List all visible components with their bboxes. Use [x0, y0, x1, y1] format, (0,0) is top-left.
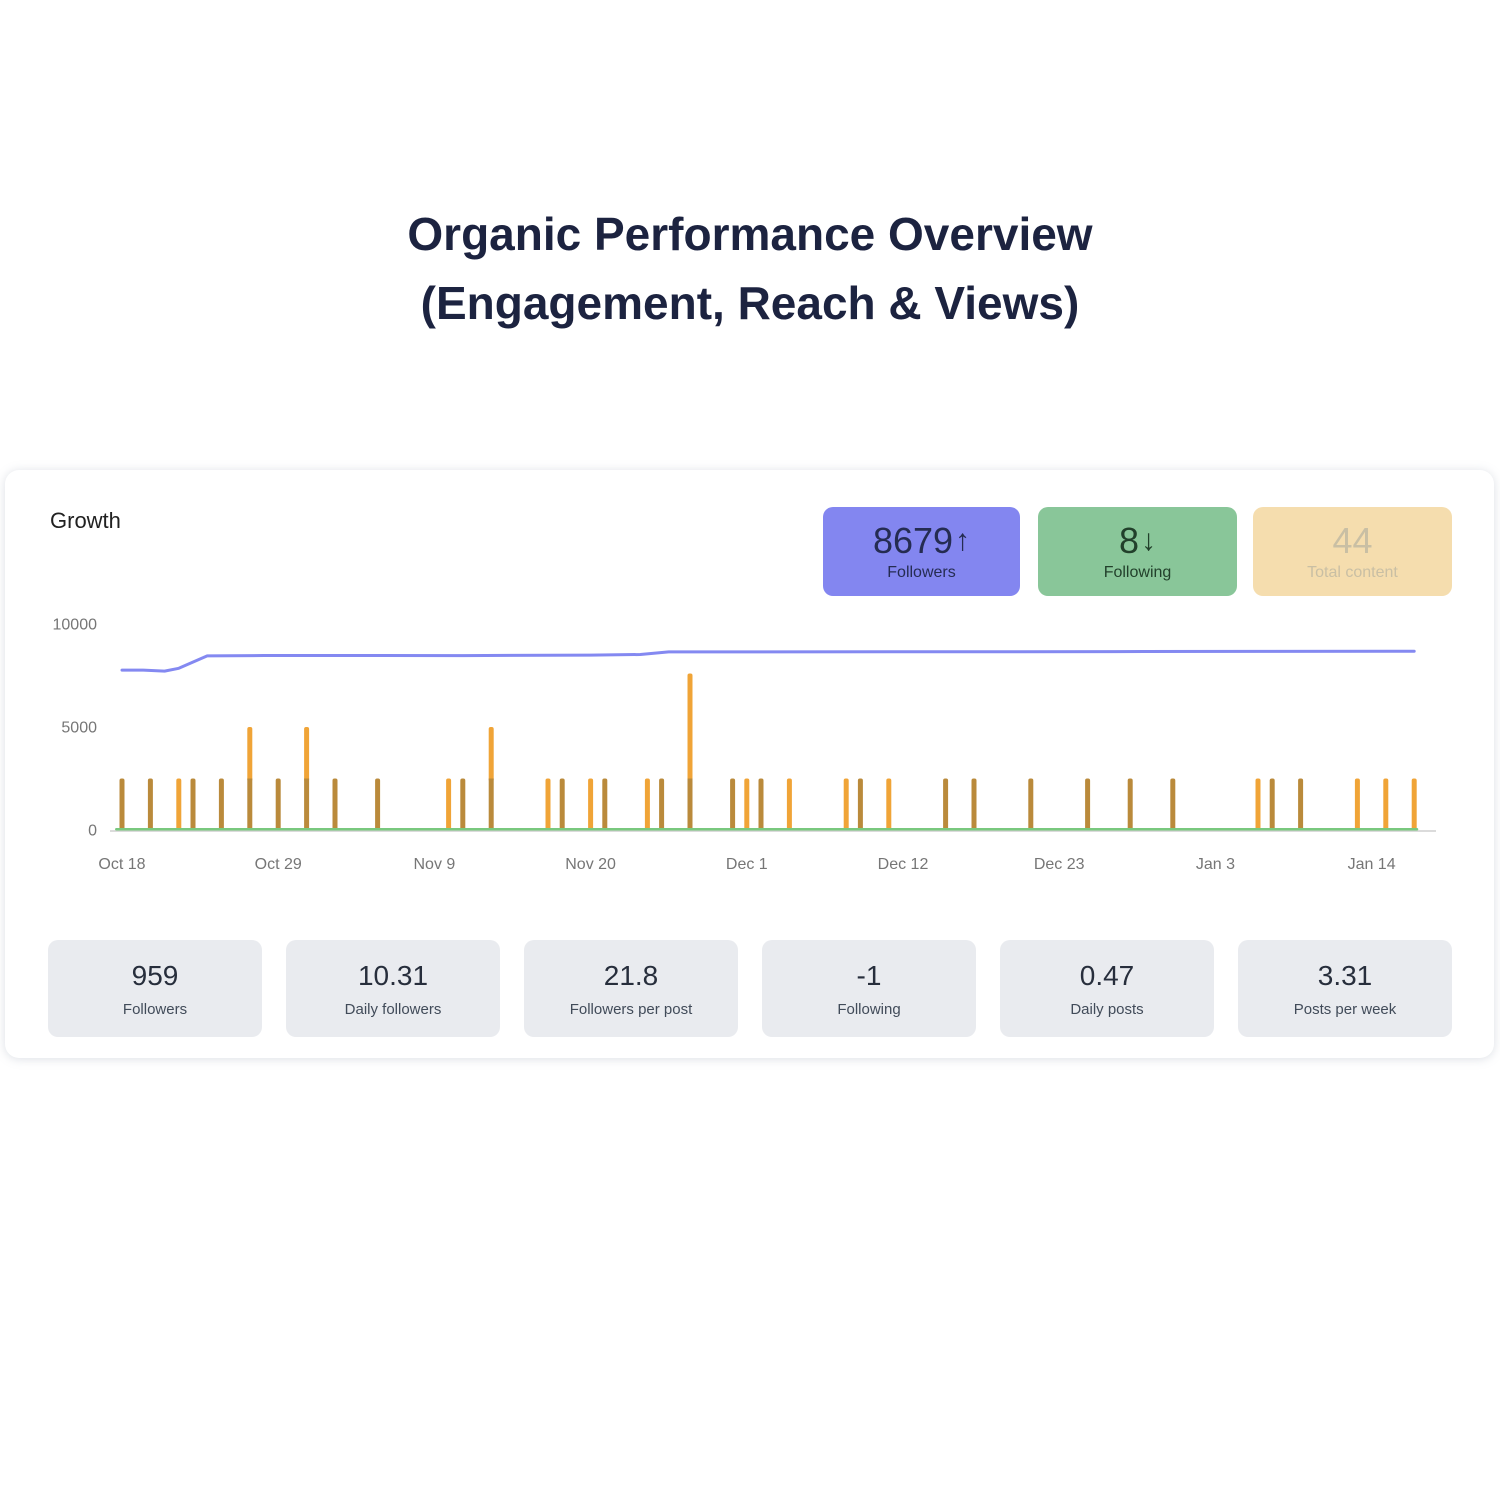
following-count-value: 8 [1118, 520, 1140, 561]
followers-stat-chip[interactable]: 8679 ↑ Followers [823, 507, 1020, 596]
following-label: Following [1103, 564, 1172, 581]
total-content-label: Total content [1307, 564, 1398, 581]
stat-label: Followers per post [569, 1000, 693, 1018]
stat-value: -1 [856, 959, 882, 991]
growth-chart[interactable] [40, 600, 1460, 890]
stat-value: 0.47 [1079, 959, 1135, 991]
stat-value: 959 [131, 959, 179, 991]
following-count: 8 ↓ [1119, 521, 1156, 561]
stat-label: Followers [122, 1000, 188, 1018]
stat-label: Daily followers [344, 1000, 442, 1018]
stat-label: Following [837, 1000, 901, 1018]
followers-count-value: 8679 [872, 520, 954, 561]
total-content-count-value: 44 [1332, 520, 1373, 561]
followers-count: 8679 ↑ [873, 521, 970, 561]
stat-card-daily-posts: 0.47 Daily posts [1000, 940, 1214, 1037]
stat-card-following: -1 Following [762, 940, 976, 1037]
page-title-line2: (Engagement, Reach & Views) [420, 277, 1080, 329]
stat-card-posts-per-week: 3.31 Posts per week [1238, 940, 1452, 1037]
stat-value: 3.31 [1317, 959, 1373, 991]
following-stat-chip[interactable]: 8 ↓ Following [1038, 507, 1237, 596]
page-title-line1: Organic Performance Overview [407, 208, 1093, 260]
total-content-count: 44 [1332, 521, 1372, 561]
stat-label: Daily posts [1070, 1000, 1144, 1018]
stat-card-followers: 959 Followers [48, 940, 262, 1037]
growth-heading: Growth [50, 508, 121, 533]
up-arrow-icon: ↑ [955, 524, 971, 557]
stat-value: 10.31 [357, 959, 429, 991]
stat-value: 21.8 [603, 959, 659, 991]
page-title: Organic Performance Overview (Engagement… [0, 200, 1500, 338]
followers-label: Followers [887, 564, 956, 581]
stat-label: Posts per week [1293, 1000, 1397, 1018]
down-arrow-icon: ↓ [1141, 524, 1157, 557]
total-content-stat-chip[interactable]: 44 Total content [1253, 507, 1452, 596]
stat-card-daily-followers: 10.31 Daily followers [286, 940, 500, 1037]
stat-card-followers-per-post: 21.8 Followers per post [524, 940, 738, 1037]
